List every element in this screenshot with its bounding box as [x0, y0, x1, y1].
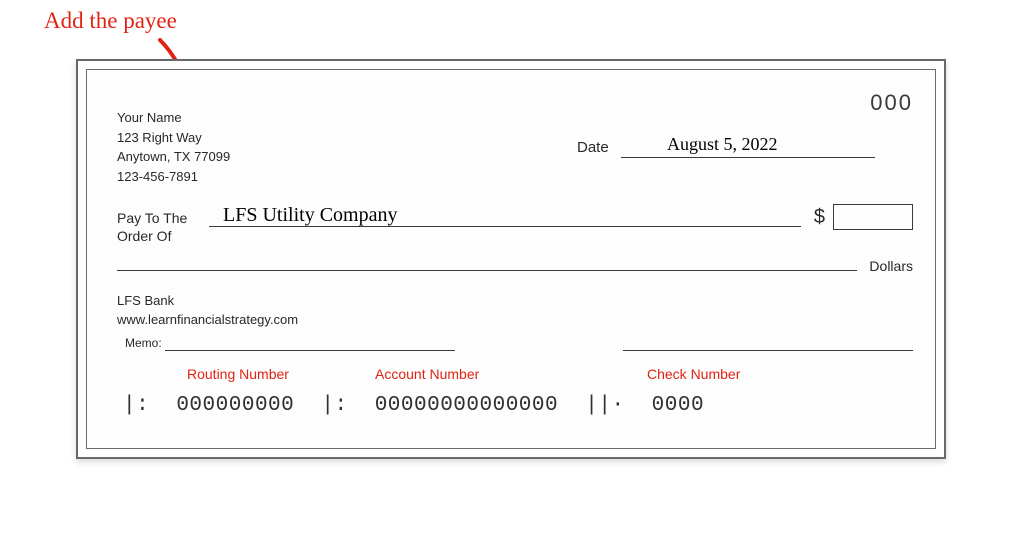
micr-line: |: 000000000 |: 00000000000000 ||· 0000 — [123, 394, 718, 417]
amount-words-line — [117, 270, 857, 271]
payee-label-line1: Pay To The — [117, 210, 187, 226]
date-label: Date — [577, 139, 609, 156]
date-value: August 5, 2022 — [667, 134, 778, 155]
payee-label-line2: Order Of — [117, 228, 171, 244]
routing-label: Routing Number — [187, 366, 289, 382]
bank-url: www.learnfinancialstrategy.com — [117, 311, 298, 330]
payee-value: LFS Utility Company — [223, 204, 397, 227]
micr-sep2: |: — [321, 394, 347, 417]
dollar-sign: $ — [814, 206, 825, 229]
check-container: 000 Your Name 123 Right Way Anytown, TX … — [76, 59, 946, 459]
payee-label: Pay To The Order Of — [117, 210, 197, 245]
drawer-block: Your Name 123 Right Way Anytown, TX 7709… — [117, 108, 230, 186]
check-inner-border: 000 Your Name 123 Right Way Anytown, TX … — [86, 69, 936, 449]
amount-words-label: Dollars — [869, 258, 913, 274]
payee-area: Pay To The Order Of LFS Utility Company … — [117, 210, 913, 250]
drawer-phone: 123-456-7891 — [117, 167, 230, 187]
annotation-text: Add the payee — [44, 8, 177, 34]
check-number-label: Check Number — [647, 366, 740, 382]
bank-name: LFS Bank — [117, 292, 298, 311]
drawer-name: Your Name — [117, 108, 230, 128]
drawer-city-state-zip: Anytown, TX 77099 — [117, 147, 230, 167]
micr-routing: 000000000 — [176, 394, 294, 417]
bank-block: LFS Bank www.learnfinancialstrategy.com — [117, 292, 298, 330]
micr-sep1: |: — [123, 394, 149, 417]
memo-label: Memo: — [125, 336, 162, 350]
drawer-street: 123 Right Way — [117, 128, 230, 148]
micr-check: 0000 — [652, 394, 704, 417]
micr-sep3: ||· — [585, 394, 624, 417]
signature-line — [623, 350, 913, 351]
micr-account: 00000000000000 — [375, 394, 558, 417]
memo-line — [165, 350, 455, 351]
account-label: Account Number — [375, 366, 479, 382]
date-area: Date August 5, 2022 — [577, 130, 875, 158]
amount-box — [833, 204, 913, 230]
check-number: 000 — [870, 90, 913, 116]
